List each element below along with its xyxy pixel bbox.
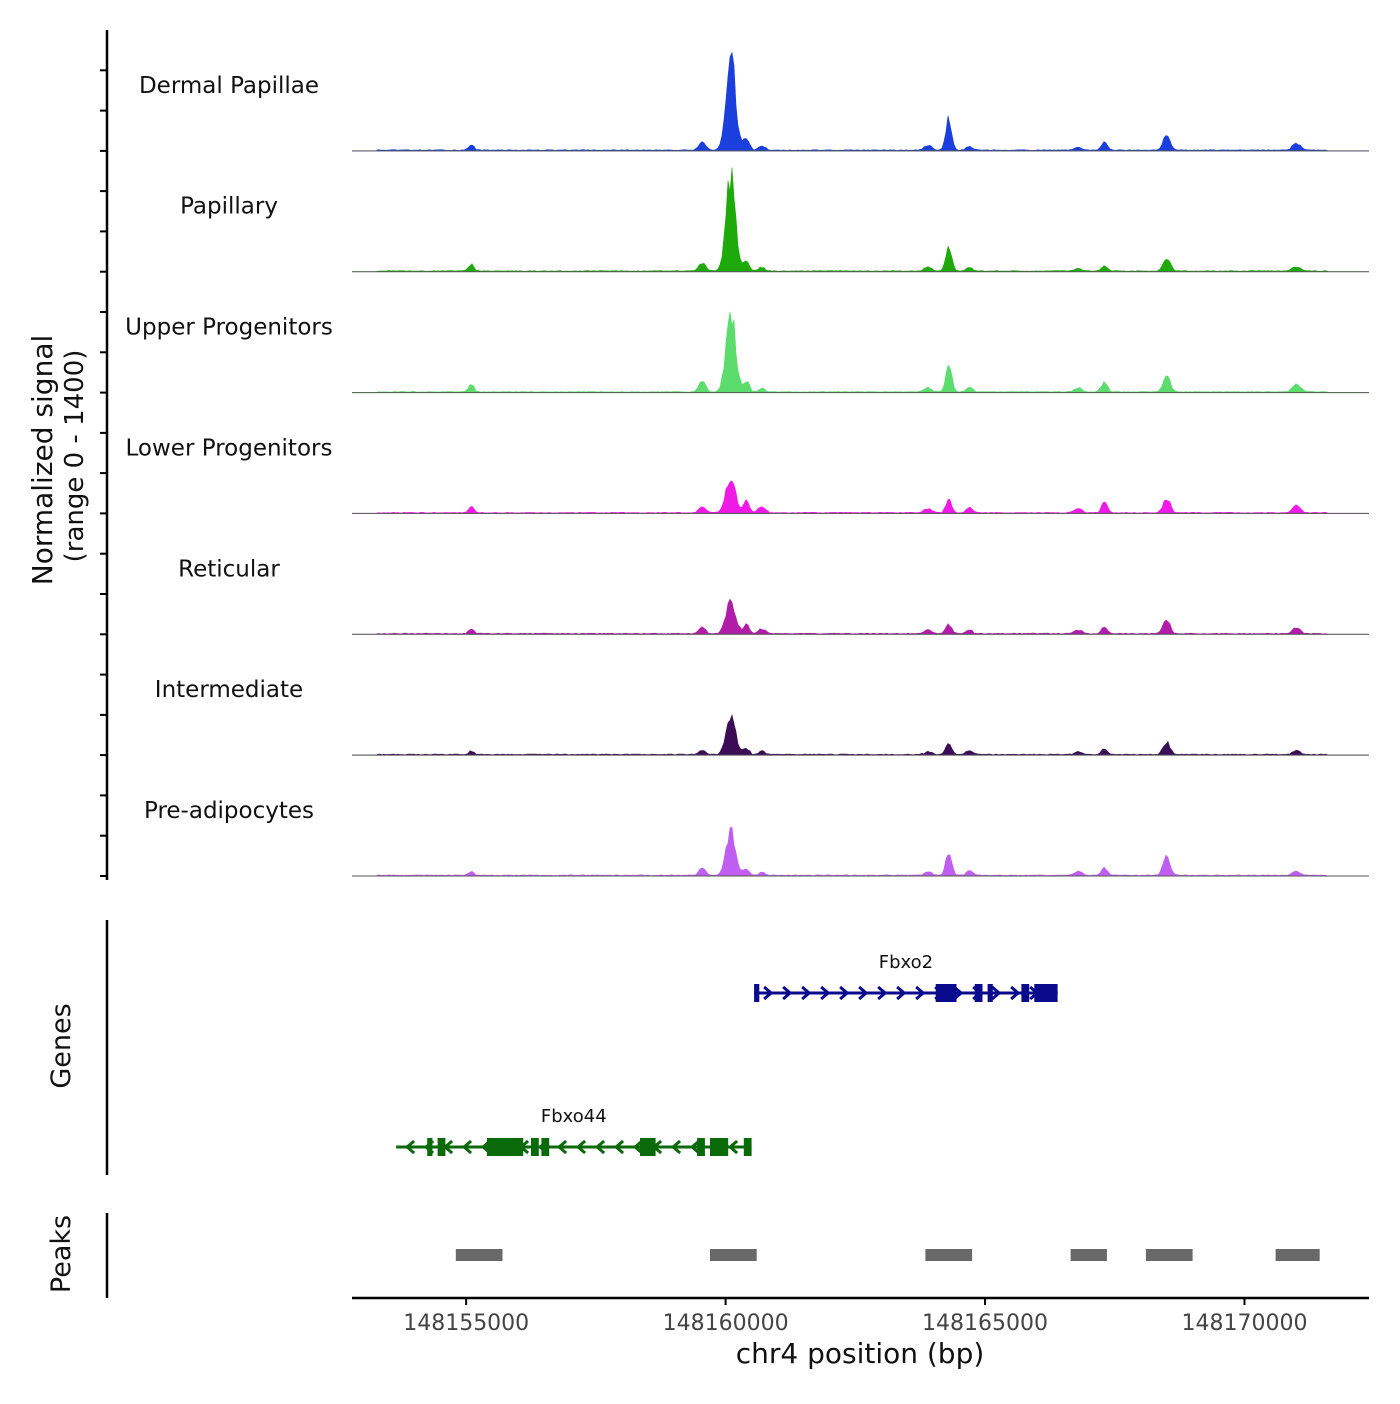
gene-exon: [437, 1138, 446, 1156]
strand-arrow: [858, 985, 869, 1001]
gene-exon: [486, 1138, 524, 1156]
gene-exon: [1034, 984, 1058, 1002]
strand-arrow: [670, 1139, 682, 1155]
gene-fbxo44: Fbxo44: [396, 1106, 752, 1156]
coverage-area: [352, 598, 1369, 635]
track-upper-progenitors: Upper Progenitors: [125, 311, 1369, 394]
signal-y-axis: [100, 30, 109, 880]
gene-exon: [974, 984, 983, 1002]
x-tick-label: 148155000: [403, 1311, 529, 1336]
track-label: Papillary: [180, 194, 278, 220]
track-papillary: Papillary: [180, 167, 1369, 273]
peak-region: [1275, 1249, 1320, 1261]
peak-region: [455, 1249, 503, 1261]
strand-arrow: [1010, 985, 1021, 1001]
track-pre-adipocytes: Pre-adipocytes: [144, 798, 1369, 877]
peak-region: [1145, 1249, 1193, 1261]
coverage-area: [352, 826, 1369, 877]
strand-arrow: [556, 1139, 568, 1155]
gene-fbxo2: Fbxo2: [754, 952, 1058, 1002]
genes-track-label: Genes: [46, 1003, 77, 1088]
gene-exon: [987, 984, 993, 1002]
gene-annotations: Fbxo2 Fbxo44: [396, 952, 1058, 1156]
signal-ylabel-line1: Normalized signal: [26, 335, 59, 586]
gene-label: Fbxo44: [541, 1106, 607, 1127]
strand-arrow: [594, 1139, 606, 1155]
coverage-area: [352, 311, 1369, 393]
strand-arrow: [896, 985, 907, 1001]
track-intermediate: Intermediate: [155, 677, 1369, 756]
strand-arrow: [839, 985, 850, 1001]
gene-exon: [935, 984, 957, 1002]
coverage-tracks: Dermal Papillae Papillary Upper Progenitor…: [125, 51, 1369, 877]
peak-regions: [455, 1249, 1320, 1261]
x-tick-label: 148165000: [922, 1311, 1048, 1336]
track-label: Lower Progenitors: [126, 435, 333, 461]
gene-exon: [541, 1138, 550, 1156]
gene-exon: [531, 1138, 539, 1156]
track-lower-progenitors: Lower Progenitors: [126, 435, 1369, 514]
strand-arrow: [763, 985, 774, 1001]
track-dermal-papillae: Dermal Papillae: [139, 51, 1369, 152]
coverage-area: [352, 714, 1369, 756]
x-axis: 148155000 148160000 148165000 148170000: [403, 1298, 1307, 1336]
track-label: Intermediate: [155, 677, 303, 703]
gene-exon: [754, 984, 760, 1002]
coverage-area: [352, 480, 1369, 514]
gene-exon: [640, 1138, 656, 1156]
strand-arrow: [801, 985, 812, 1001]
gene-exon: [697, 1138, 705, 1156]
gene-exon: [710, 1138, 729, 1156]
gene-exon: [427, 1138, 433, 1156]
strand-arrow: [915, 985, 926, 1001]
strand-arrow: [820, 985, 831, 1001]
strand-arrow: [575, 1139, 587, 1155]
coverage-area: [352, 167, 1369, 272]
peak-region: [1070, 1249, 1107, 1261]
strand-arrow: [632, 1139, 644, 1155]
x-tick-label: 148160000: [663, 1311, 789, 1336]
track-label: Dermal Papillae: [139, 73, 319, 99]
x-tick-label: 148170000: [1182, 1311, 1308, 1336]
strand-arrow: [727, 1139, 739, 1155]
track-reticular: Reticular: [178, 556, 1369, 635]
signal-ylabel-line2: (range 0 - 1400): [60, 350, 90, 563]
gene-label: Fbxo2: [879, 952, 933, 973]
track-label: Reticular: [178, 556, 280, 582]
gene-exon: [1021, 984, 1030, 1002]
strand-arrow: [877, 985, 888, 1001]
x-axis-label: chr4 position (bp): [736, 1337, 985, 1370]
strand-arrow: [613, 1139, 625, 1155]
strand-arrow: [689, 1139, 701, 1155]
strand-arrow: [461, 1139, 473, 1155]
strand-arrow: [404, 1139, 416, 1155]
strand-arrow: [991, 985, 1002, 1001]
gene-exon: [743, 1138, 752, 1156]
peak-region: [710, 1249, 757, 1261]
peaks-track-label: Peaks: [46, 1215, 77, 1293]
strand-arrow: [782, 985, 793, 1001]
peak-region: [925, 1249, 973, 1261]
track-label: Pre-adipocytes: [144, 798, 314, 824]
track-label: Upper Progenitors: [125, 315, 333, 341]
coverage-area: [352, 51, 1369, 152]
